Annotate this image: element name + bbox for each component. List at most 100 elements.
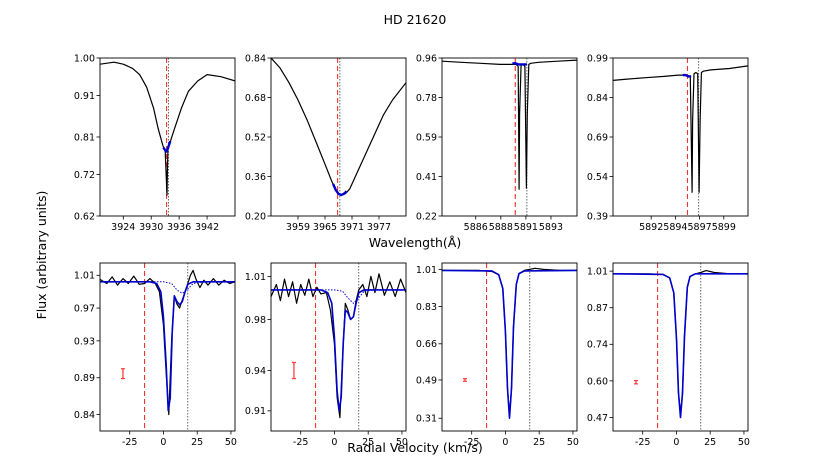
y-tick-label: 0.99: [587, 53, 608, 64]
panel-7: 0.31 0.49 0.66 0.83 1.01 -25 0 25 50: [416, 262, 579, 448]
y-tick-label: 1.00: [74, 53, 95, 64]
error-bar: [633, 380, 638, 385]
y-tick-label: 0.20: [245, 211, 266, 222]
y-tick-label: 0.31: [416, 414, 437, 425]
plot-area: [271, 263, 406, 431]
panel-3: 0.22 0.41 0.59 0.78 0.96 5886 5888 5891 5893: [416, 53, 578, 233]
panel-8: 0.47 0.60 0.74 0.87 1.01 -25 0 25 50: [587, 262, 750, 448]
y-tick-label: 0.93: [74, 336, 95, 347]
y-tick-label: 0.69: [587, 132, 608, 143]
observed-spectrum-line: [271, 58, 406, 196]
y-tick-label: 1.01: [245, 272, 266, 283]
x-tick-label: 5894: [663, 222, 687, 233]
panel-5: 0.84 0.89 0.93 0.97 1.01 -25 0 25 50: [74, 262, 237, 448]
y-tick-label: 0.91: [74, 91, 95, 102]
x-tick-label: 3971: [340, 222, 364, 233]
x-tick-label: 5888: [489, 222, 513, 233]
x-tick-label: -25: [464, 437, 480, 448]
x-tick-label: 0: [160, 437, 166, 448]
y-tick-label: 0.41: [416, 172, 437, 183]
y-tick-label: 0.96: [416, 53, 437, 64]
component-fit-line: [100, 281, 235, 294]
x-tick-label: 0: [502, 437, 508, 448]
plot-area: [100, 263, 235, 431]
y-tick-label: 0.84: [74, 410, 95, 421]
panel-frame: [441, 262, 578, 432]
plot-area: [271, 58, 406, 216]
y-axis-label: Flux (arbitrary units): [34, 191, 49, 320]
model-fit-line: [682, 73, 692, 78]
x-tick-label: 25: [362, 437, 374, 448]
x-tick-label: 50: [225, 437, 237, 448]
x-tick-label: -25: [122, 437, 138, 448]
y-tick-label: 0.89: [74, 373, 95, 384]
y-tick-label: 0.78: [416, 93, 437, 104]
plot-area: [100, 58, 235, 216]
y-tick-label: 0.94: [245, 366, 266, 377]
observed-spectrum-line: [442, 59, 577, 190]
y-tick-label: 0.54: [587, 172, 608, 183]
panel-2: 0.20 0.36 0.52 0.68 0.84 3959 3965 3971 3977: [245, 53, 407, 233]
panel-frame: [612, 262, 749, 432]
y-tick-label: 0.59: [416, 132, 437, 143]
x-tick-label: 25: [191, 437, 203, 448]
x-tick-label: 5893: [539, 222, 563, 233]
y-tick-label: 0.81: [74, 132, 95, 143]
panel-frame: [441, 57, 578, 217]
x-axis-label-velocity: Radial Velocity (km/s): [347, 440, 483, 455]
observed-spectrum-line: [442, 267, 577, 417]
model-fit-line: [271, 289, 406, 412]
model-fit-line: [442, 269, 577, 420]
panel-6: 0.91 0.94 0.98 1.01 -25 0 25 50: [245, 262, 408, 448]
x-tick-label: 0: [673, 437, 679, 448]
panel-1: 0.62 0.72 0.81 0.91 1.00 3924 3930 3936 3942: [74, 53, 236, 233]
error-bar: [120, 368, 125, 380]
plot-area: [442, 58, 577, 216]
model-fit-line: [100, 280, 235, 412]
x-tick-label: 50: [567, 437, 579, 448]
y-tick-label: 0.68: [245, 93, 266, 104]
y-tick-label: 0.39: [587, 211, 608, 222]
panel-frame: [612, 57, 749, 217]
x-tick-label: 25: [704, 437, 716, 448]
y-tick-label: 0.62: [74, 211, 95, 222]
observed-spectrum-line: [100, 61, 235, 196]
x-tick-label: 3965: [313, 222, 337, 233]
y-tick-label: 0.72: [74, 170, 95, 181]
y-tick-label: 1.01: [74, 271, 95, 282]
panels: 0.62 0.72 0.81 0.91 1.00 3924 3930 3936 3942 0.20…: [74, 53, 750, 448]
y-tick-label: 1.01: [587, 267, 608, 278]
panel-4: 0.39 0.54 0.69 0.84 0.99 5892 5894 5897 5899: [587, 53, 749, 233]
y-tick-label: 0.66: [416, 339, 437, 350]
x-tick-label: -25: [293, 437, 309, 448]
x-tick-label: 5897: [687, 222, 711, 233]
chart-title: HD 21620: [384, 12, 447, 27]
x-tick-label: 3936: [167, 222, 191, 233]
y-tick-label: 0.60: [587, 376, 608, 387]
y-tick-label: 0.83: [416, 302, 437, 313]
panel-frame: [270, 262, 407, 432]
x-tick-label: 5891: [514, 222, 538, 233]
model-fit-line: [331, 183, 348, 197]
x-tick-label: 5899: [712, 222, 736, 233]
observed-spectrum-line: [613, 270, 748, 416]
x-axis-label-wavelength: Wavelength(Å): [369, 235, 461, 250]
x-tick-label: 0: [331, 437, 337, 448]
y-tick-label: 0.47: [587, 413, 608, 424]
error-bar: [462, 378, 467, 382]
model-fit-line: [512, 62, 527, 66]
plot-area: [613, 263, 748, 431]
x-tick-label: 3977: [367, 222, 391, 233]
observed-spectrum-line: [271, 273, 406, 419]
x-tick-label: 3930: [139, 222, 163, 233]
model-fit-line: [613, 272, 748, 419]
y-tick-label: 0.49: [416, 375, 437, 386]
error-bar: [291, 361, 296, 380]
observed-spectrum-line: [613, 65, 748, 193]
x-tick-label: 3924: [111, 222, 135, 233]
y-tick-label: 0.52: [245, 132, 266, 143]
y-tick-label: 1.01: [416, 265, 437, 276]
x-tick-label: 50: [738, 437, 750, 448]
y-tick-label: 0.22: [416, 211, 437, 222]
